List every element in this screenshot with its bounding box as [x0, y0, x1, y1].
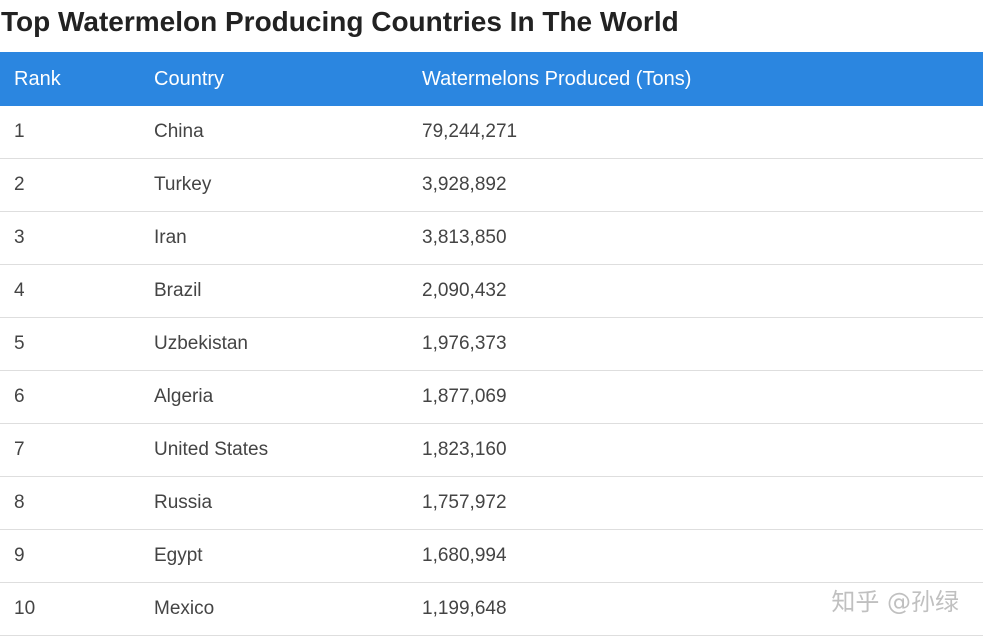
rank-cell: 7	[0, 423, 140, 477]
country-cell: United States	[140, 423, 408, 477]
rank-cell: 9	[0, 529, 140, 583]
table-row: 7 United States 1,823,160	[0, 423, 983, 477]
rank-cell: 8	[0, 476, 140, 530]
rank-cell: 6	[0, 370, 140, 424]
rank-cell: 2	[0, 158, 140, 212]
rank-cell: 10	[0, 582, 140, 636]
table-row: 3 Iran 3,813,850	[0, 211, 983, 265]
table-row: 2 Turkey 3,928,892	[0, 158, 983, 212]
produced-cell: 1,199,648	[408, 582, 983, 636]
produced-cell: 1,823,160	[408, 423, 983, 477]
produced-cell: 3,928,892	[408, 158, 983, 212]
table-header-row: Rank Country Watermelons Produced (Tons)	[0, 52, 983, 106]
page-title: Top Watermelon Producing Countries In Th…	[1, 6, 679, 37]
table-row: 4 Brazil 2,090,432	[0, 264, 983, 318]
watermelon-production-table: Rank Country Watermelons Produced (Tons)…	[0, 52, 983, 636]
country-cell: Egypt	[140, 529, 408, 583]
table-row: 10 Mexico 1,199,648	[0, 582, 983, 636]
table-row: 8 Russia 1,757,972	[0, 476, 983, 530]
rank-cell: 5	[0, 317, 140, 371]
column-header-rank: Rank	[14, 67, 61, 90]
column-header-country: Country	[154, 67, 225, 90]
table-row: 5 Uzbekistan 1,976,373	[0, 317, 983, 371]
country-cell: Uzbekistan	[140, 317, 408, 371]
table-row: 1 China 79,244,271	[0, 106, 983, 159]
country-cell: Turkey	[140, 158, 408, 212]
produced-cell: 3,813,850	[408, 211, 983, 265]
country-cell: China	[140, 106, 408, 159]
rank-cell: 3	[0, 211, 140, 265]
produced-cell: 1,877,069	[408, 370, 983, 424]
produced-cell: 2,090,432	[408, 264, 983, 318]
country-cell: Mexico	[140, 582, 408, 636]
country-cell: Brazil	[140, 264, 408, 318]
produced-cell: 1,976,373	[408, 317, 983, 371]
country-cell: Russia	[140, 476, 408, 530]
watermark: 知乎 @孙绿	[831, 588, 959, 616]
produced-cell: 1,680,994	[408, 529, 983, 583]
country-cell: Algeria	[140, 370, 408, 424]
country-cell: Iran	[140, 211, 408, 265]
produced-cell: 1,757,972	[408, 476, 983, 530]
rank-cell: 1	[0, 106, 140, 159]
table-row: 9 Egypt 1,680,994	[0, 529, 983, 583]
column-header-produced: Watermelons Produced (Tons)	[422, 67, 692, 90]
produced-cell: 79,244,271	[408, 106, 983, 159]
rank-cell: 4	[0, 264, 140, 318]
table-row: 6 Algeria 1,877,069	[0, 370, 983, 424]
